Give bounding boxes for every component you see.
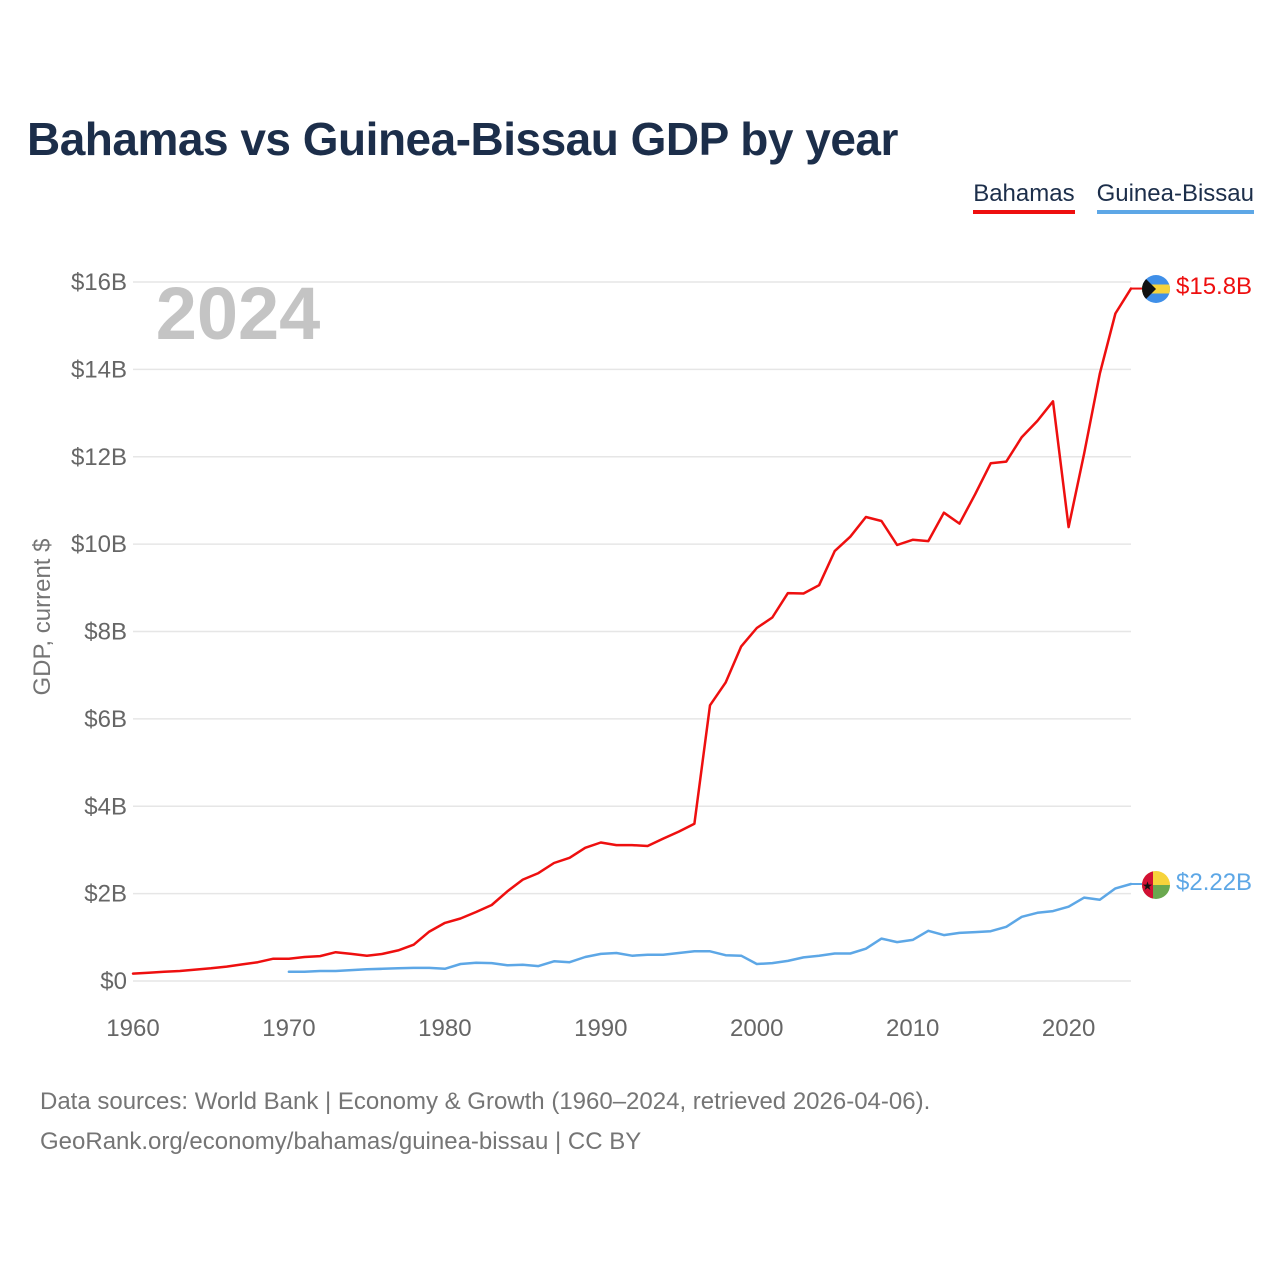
y-tick-label: $16B: [71, 269, 127, 296]
svg-text:★: ★: [1142, 879, 1153, 893]
x-tick-label: 1990: [574, 1015, 627, 1042]
chart-title: Bahamas vs Guinea-Bissau GDP by year: [27, 113, 898, 165]
y-tick-label: $2B: [84, 881, 127, 908]
bahamas-end-label: $15.8B: [1176, 273, 1252, 300]
guinea-bissau-end-label: $2.22B: [1176, 869, 1252, 896]
source-line-2[interactable]: GeoRank.org/economy/bahamas/guinea-bissa…: [40, 1128, 642, 1155]
y-tick-label: $0: [100, 968, 127, 995]
y-tick-label: $8B: [84, 619, 127, 646]
y-axis-label: GDP, current $: [29, 539, 56, 696]
x-tick-label: 2020: [1042, 1015, 1095, 1042]
x-tick-label: 2010: [886, 1015, 939, 1042]
x-tick-label: 1980: [418, 1015, 471, 1042]
legend-item-guinea-bissau[interactable]: Guinea-Bissau: [1096, 180, 1254, 214]
source-note: Data sources: World Bank | Economy & Gro…: [40, 1082, 930, 1162]
legend-item-bahamas[interactable]: Bahamas: [973, 180, 1075, 214]
source-line-1: Data sources: World Bank | Economy & Gro…: [40, 1088, 931, 1115]
guinea-bissau-flag-icon: ★: [1142, 871, 1170, 899]
y-tick-label: $12B: [71, 444, 127, 471]
year-watermark: 2024: [156, 272, 321, 355]
series-line-bahamas[interactable]: [131, 287, 1133, 975]
y-tick-label: $6B: [84, 706, 127, 733]
y-tick-label: $10B: [71, 531, 127, 558]
bahamas-flag-icon: [1142, 275, 1170, 303]
x-tick-label: 1970: [262, 1015, 315, 1042]
y-tick-label: $4B: [84, 793, 127, 820]
series-line-guinea-bissau[interactable]: [287, 882, 1133, 974]
x-tick-label: 2000: [730, 1015, 783, 1042]
legend: Bahamas Guinea-Bissau: [973, 180, 1254, 214]
y-tick-label: $14B: [71, 356, 127, 383]
x-tick-label: 1960: [106, 1015, 159, 1042]
gdp-line-chart: $0 $2B $4B $6B $8B $10B $12B $14B $16B 1960 1970 1…: [29, 269, 1252, 1042]
